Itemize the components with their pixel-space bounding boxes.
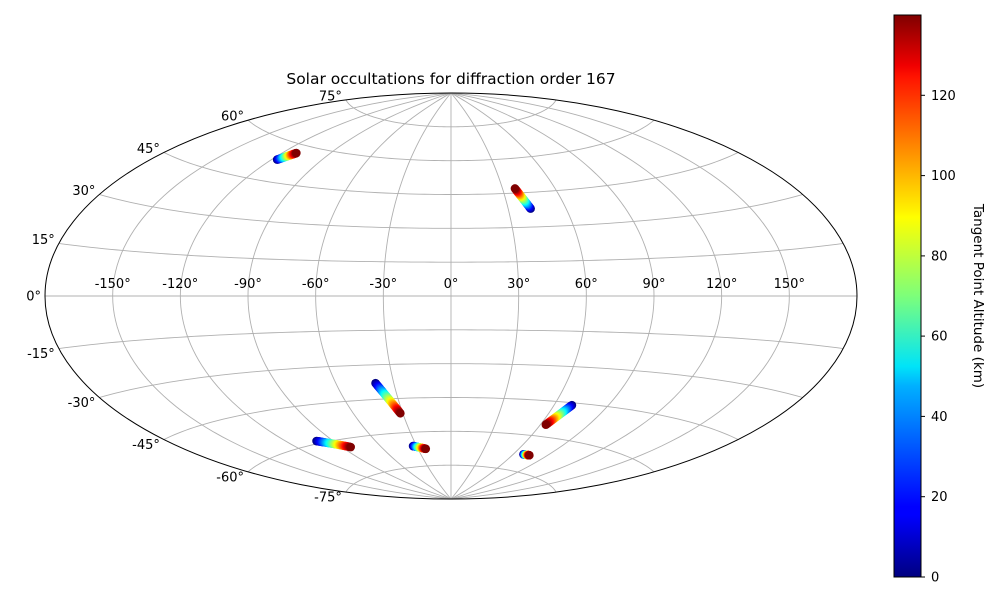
- data-point: [541, 420, 551, 430]
- longitude-tick-labels: -150° -120° -90° -60° -30° 0° 30° 60° 90° 120° 150…: [95, 277, 805, 292]
- colorbar-tick-label: 80: [931, 249, 948, 264]
- longitude-tick-label: 60°: [575, 277, 598, 292]
- occultation-track: [510, 184, 535, 213]
- parallel-gridline: [163, 397, 739, 440]
- colorbar: 0 20 40 60 80 100 120 Tangent Point Altitude (…: [893, 14, 986, 586]
- data-point: [346, 442, 356, 452]
- colorbar-ticks: 0 20 40 60 80 100 120: [921, 89, 956, 586]
- colorbar-tick-label: 60: [931, 330, 948, 345]
- parallel-gridline: [99, 363, 803, 398]
- parallel-gridline: [58, 329, 844, 349]
- occultation-track: [371, 378, 405, 418]
- latitude-tick-label: 30°: [72, 184, 95, 199]
- map-outline: [44, 92, 858, 500]
- data-point: [525, 450, 534, 460]
- longitude-tick-label: -90°: [234, 277, 262, 292]
- latitude-tick-label: -30°: [68, 396, 96, 411]
- map-area: -150° -120° -90° -60° -30° 0° 30° 60° 90° 120° 150…: [26, 89, 858, 506]
- latitude-tick-label: -60°: [216, 470, 244, 485]
- longitude-tick-label: -150°: [95, 277, 131, 292]
- chart-title: Solar occultations for diffraction order…: [286, 70, 615, 88]
- longitude-tick-label: -120°: [162, 277, 198, 292]
- parallel-gridline: [99, 194, 803, 229]
- occultation-track: [541, 400, 577, 430]
- colorbar-tick-label: 0: [931, 571, 939, 586]
- parallel-gridline: [345, 99, 557, 128]
- latitude-tick-label: -45°: [132, 438, 160, 453]
- longitude-tick-label: 0°: [444, 277, 459, 292]
- longitude-tick-label: 120°: [706, 277, 737, 292]
- occultation-track: [519, 450, 534, 460]
- parallel-gridline: [247, 119, 655, 162]
- occultation-track: [272, 148, 301, 164]
- colorbar-tick-label: 40: [931, 410, 948, 425]
- parallel-gridline: [58, 243, 844, 263]
- colorbar-tick-label: 120: [931, 89, 956, 104]
- latitude-tick-label: 60°: [221, 110, 244, 125]
- parallel-gridline: [345, 464, 557, 493]
- parallel-gridline: [247, 430, 655, 473]
- occultation-track: [408, 441, 431, 454]
- grid: [45, 93, 857, 499]
- longitude-tick-label: 150°: [774, 277, 805, 292]
- latitude-tick-label: -75°: [314, 491, 342, 506]
- data-point: [292, 148, 301, 158]
- data-points: [272, 148, 577, 460]
- longitude-tick-label: 90°: [642, 277, 665, 292]
- data-point: [510, 184, 520, 193]
- longitude-tick-label: 30°: [507, 277, 530, 292]
- colorbar-tick-label: 100: [931, 169, 956, 184]
- latitude-tick-labels: 75° 60° 45° 30° 15° 0° -15° -30° -45° -60° -75°: [26, 89, 342, 505]
- parallel-gridline: [163, 152, 739, 195]
- latitude-tick-label: 15°: [32, 233, 55, 248]
- colorbar-tick-label: 20: [931, 490, 948, 505]
- data-point: [396, 408, 405, 418]
- latitude-tick-label: -15°: [27, 347, 55, 362]
- latitude-tick-label: 75°: [319, 89, 342, 104]
- occultation-track: [312, 436, 356, 452]
- longitude-tick-label: -60°: [302, 277, 330, 292]
- colorbar-label: Tangent Point Altitude (km): [970, 203, 986, 388]
- latitude-tick-label: 45°: [137, 142, 160, 157]
- colorbar-gradient: [893, 14, 922, 578]
- data-point: [421, 444, 431, 454]
- latitude-tick-label: 0°: [26, 290, 41, 305]
- longitude-tick-label: -30°: [369, 277, 397, 292]
